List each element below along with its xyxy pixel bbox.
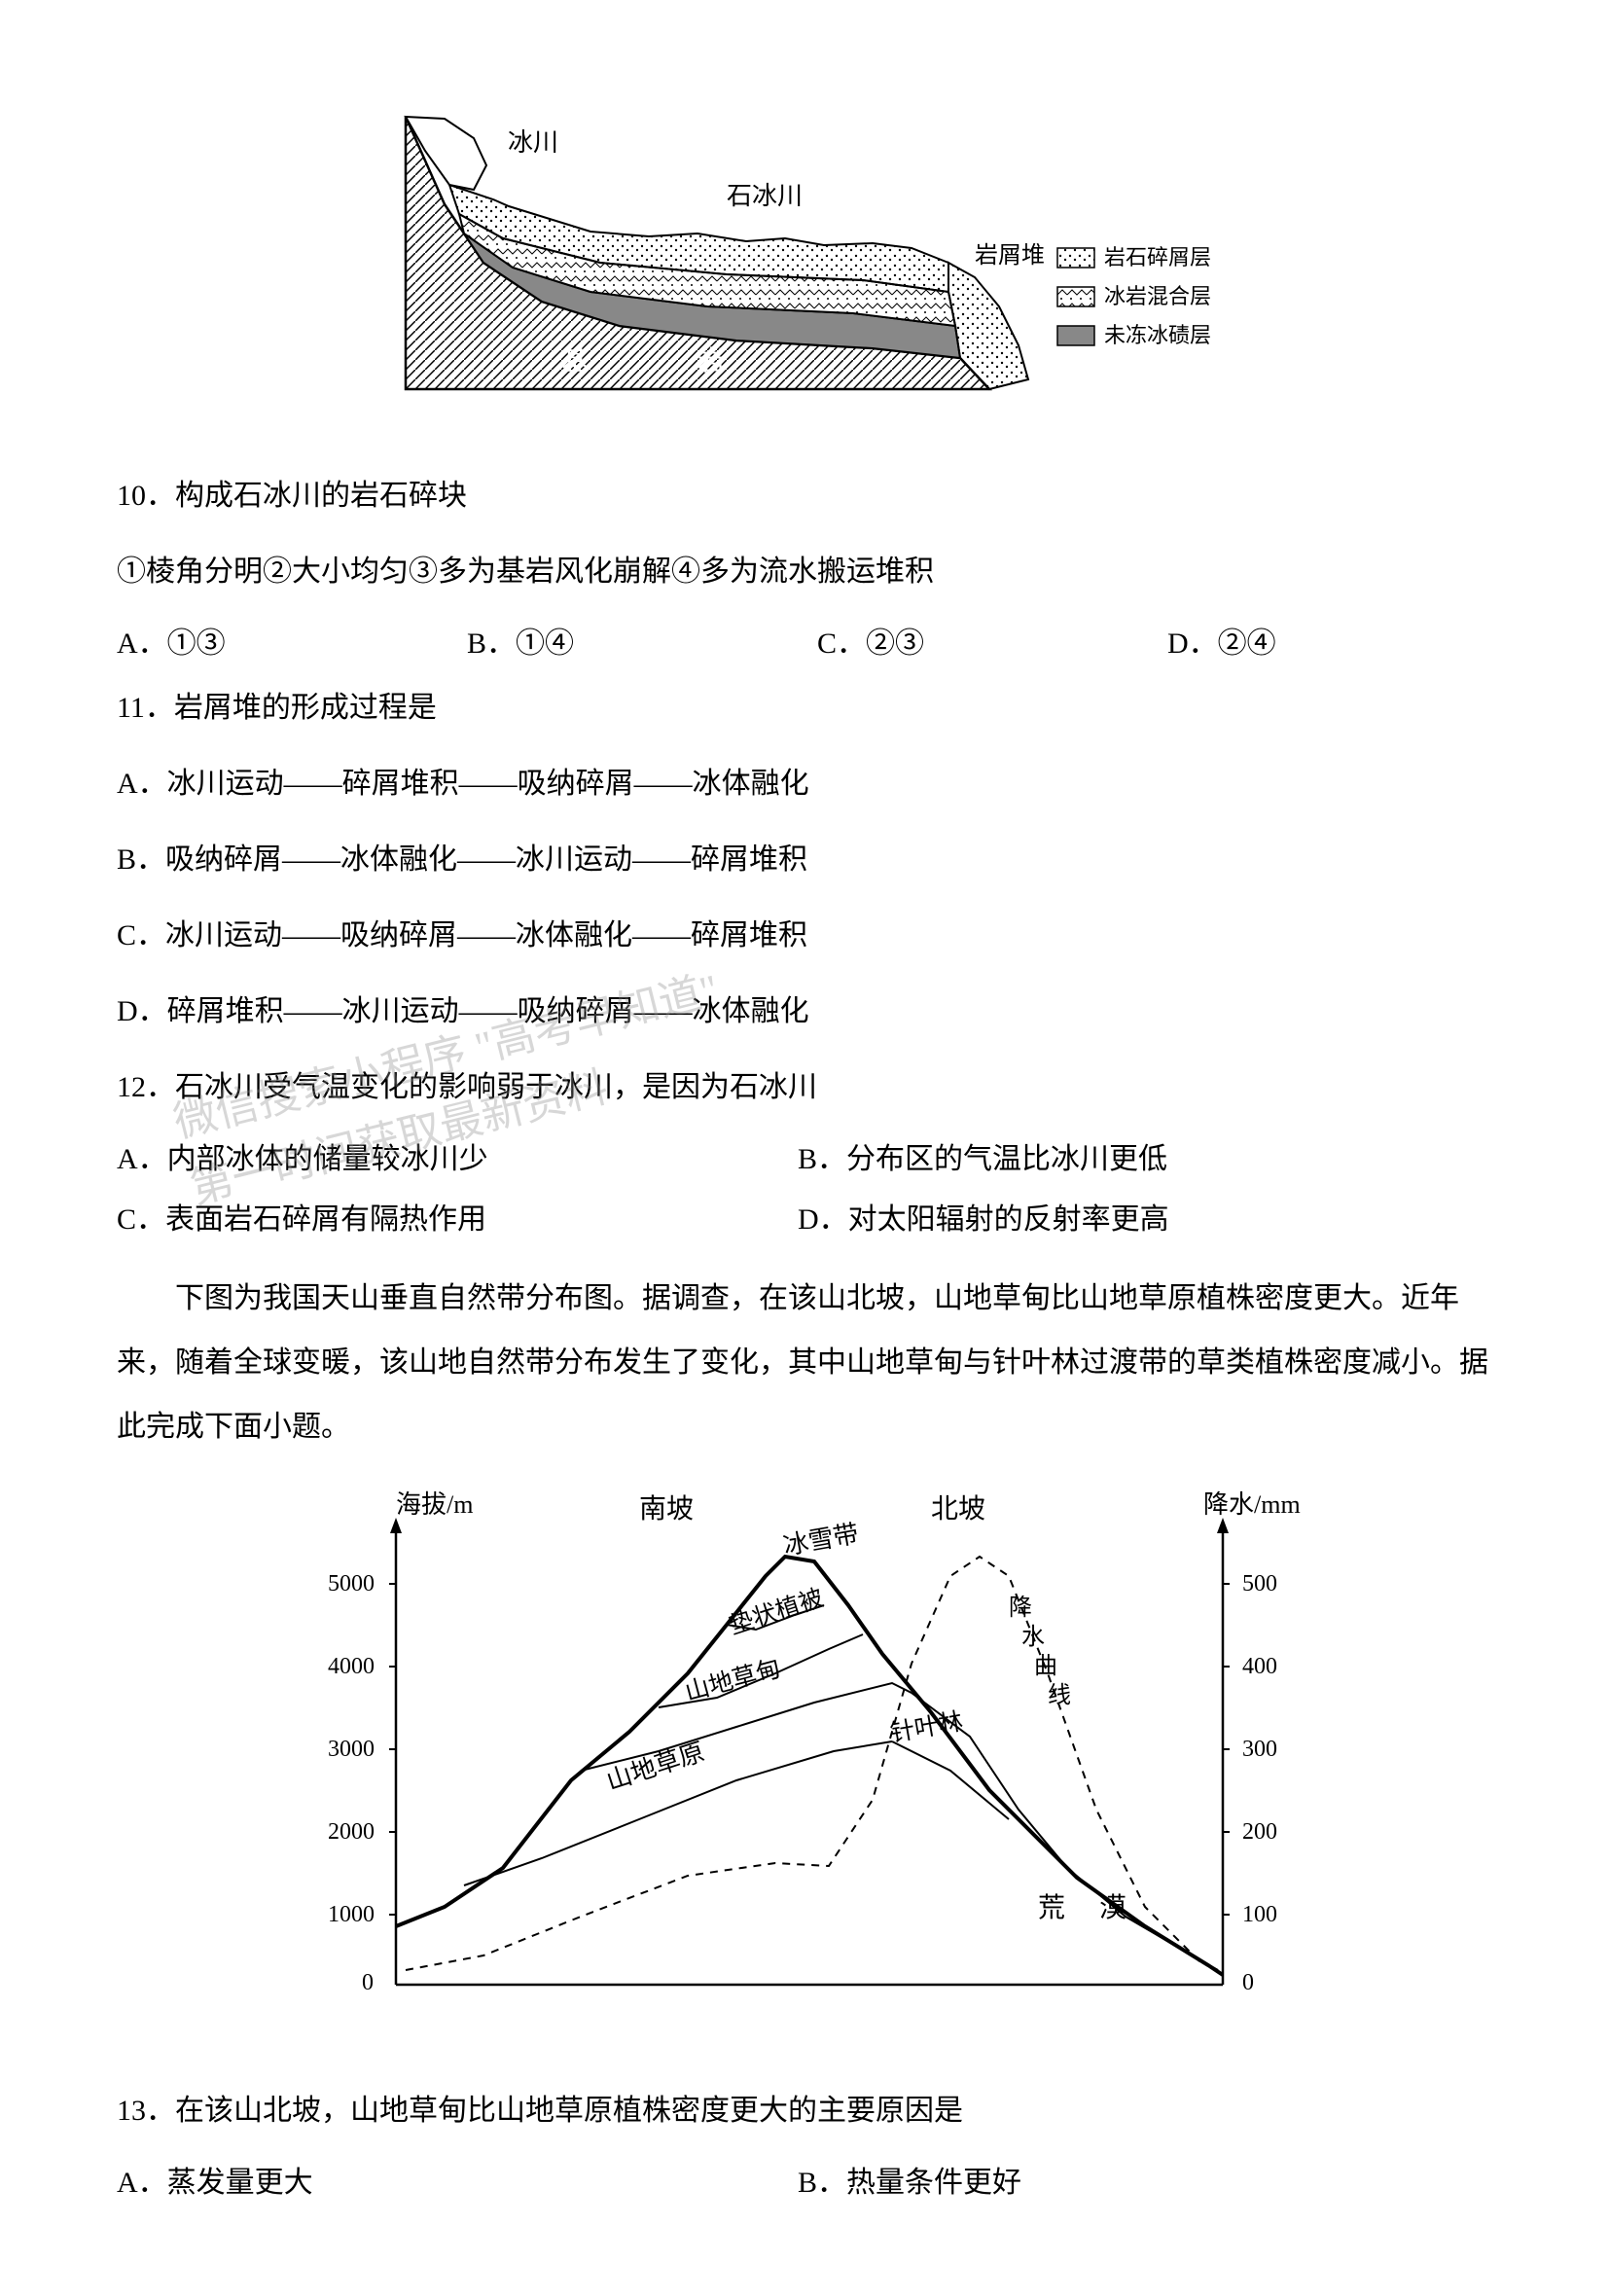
q12-opt-b: B．分布区的气温比冰川更低 [798, 1134, 1479, 1177]
svg-text:300: 300 [1242, 1737, 1277, 1762]
q12-opt-d: D．对太阳辐射的反射率更高 [798, 1195, 1479, 1238]
svg-text:200: 200 [1242, 1819, 1277, 1845]
svg-text:0: 0 [362, 1970, 374, 1995]
fig2-zone-snow: 冰雪带 [781, 1520, 861, 1561]
fig2-zone-desert: 荒 漠 [1038, 1892, 1140, 1923]
svg-text:3000: 3000 [328, 1737, 375, 1762]
figure-1-rock-glacier: 冰川 石冰川 岩屑堆 基 岩 岩石碎屑层 冰岩混合层 未冻冰碛层 [367, 97, 1242, 428]
q11-opt-d: D．碎屑堆积——冰川运动——吸纳碎屑——冰体融化 [117, 983, 1492, 1041]
q12-stem: 12．石冰川受气温变化的影响弱于冰川，是因为石冰川 [117, 1058, 1492, 1117]
svg-text:2000: 2000 [328, 1819, 375, 1845]
q13-row1: A．蒸发量更大 B．热量条件更好 [117, 2158, 1492, 2201]
figure-2-container: 海拔/m 降水/mm 5000 4000 3000 2000 1000 0 50… [117, 1479, 1492, 2043]
intro-text-2: 下图为我国天山垂直自然带分布图。据调查，在该山北坡，山地草甸比山地草原植株密度更… [117, 1267, 1492, 1459]
fig1-talus-label: 岩屑堆 [975, 242, 1045, 269]
fig2-left-ticks: 5000 4000 3000 2000 1000 0 [328, 1571, 396, 1995]
q10-opt-b: B．①④ [467, 619, 817, 662]
q11-opt-b: B．吸纳碎屑——冰体融化——冰川运动——碎屑堆积 [117, 831, 1492, 889]
fig2-zone-cushion: 垫状植被 [726, 1584, 827, 1640]
q11-opt-c: C．冰川运动——吸纳碎屑——冰体融化——碎屑堆积 [117, 907, 1492, 965]
q10-opt-d: D．②④ [1167, 619, 1459, 662]
fig2-north-slope: 北坡 [931, 1493, 985, 1525]
figure-1-container: 冰川 石冰川 岩屑堆 基 岩 岩石碎屑层 冰岩混合层 未冻冰碛层 [117, 97, 1492, 428]
q10-opt-c: C．②③ [817, 619, 1167, 662]
figure-2-tianshan: 海拔/m 降水/mm 5000 4000 3000 2000 1000 0 50… [269, 1479, 1340, 2043]
q10-sub: ①棱角分明②大小均匀③多为基岩风化崩解④多为流水搬运堆积 [117, 543, 1492, 601]
fig1-rock-glacier-label: 石冰川 [727, 182, 803, 210]
figure-2-svg: 海拔/m 降水/mm 5000 4000 3000 2000 1000 0 50… [269, 1479, 1340, 2043]
q13-opt-a: A．蒸发量更大 [117, 2158, 798, 2201]
fig1-bedrock-left: 基 [561, 345, 589, 377]
q13-opt-b: B．热量条件更好 [798, 2158, 1479, 2201]
q12-row2: C．表面岩石碎屑有隔热作用 D．对太阳辐射的反射率更高 [117, 1195, 1492, 1238]
fig1-glacier-label: 冰川 [508, 128, 558, 157]
q10-stem: 10．构成石冰川的岩石碎块 [117, 467, 1492, 525]
fig2-zone-steppe: 山地草原 [603, 1738, 708, 1796]
fig1-legend-mixed: 冰岩混合层 [1104, 284, 1211, 308]
fig2-right-ticks: 500 400 300 200 100 0 [1223, 1571, 1277, 1995]
q10-options: A．①③ B．①④ C．②③ D．②④ [117, 619, 1492, 662]
fig1-bedrock-right: 岩 [697, 345, 725, 377]
svg-text:100: 100 [1242, 1902, 1277, 1927]
svg-text:500: 500 [1242, 1571, 1277, 1596]
fig1-legend-debris: 岩石碎屑层 [1104, 245, 1211, 269]
svg-text:400: 400 [1242, 1654, 1277, 1679]
q11-opt-a: A．冰川运动——碎屑堆积——吸纳碎屑——冰体融化 [117, 755, 1492, 813]
svg-text:5000: 5000 [328, 1571, 375, 1596]
q12-opt-a: A．内部冰体的储量较冰川少 [117, 1134, 798, 1177]
svg-text:0: 0 [1242, 1970, 1254, 1995]
q12-opt-c: C．表面岩石碎屑有隔热作用 [117, 1195, 798, 1238]
q11-stem: 11．岩屑堆的形成过程是 [117, 679, 1492, 737]
svg-text:1000: 1000 [328, 1902, 375, 1927]
fig2-yright-label: 降水/mm [1203, 1490, 1301, 1519]
q10-opt-a: A．①③ [117, 619, 467, 662]
fig2-yleft-label: 海拔/m [396, 1490, 473, 1519]
q12-row1: A．内部冰体的储量较冰川少 B．分布区的气温比冰川更低 [117, 1134, 1492, 1177]
fig1-legend-till: 未冻冰碛层 [1104, 323, 1211, 347]
figure-1-svg: 冰川 石冰川 岩屑堆 基 岩 岩石碎屑层 冰岩混合层 未冻冰碛层 [367, 97, 1242, 428]
q13-stem: 13．在该山北坡，山地草甸比山地草原植株密度更大的主要原因是 [117, 2082, 1492, 2140]
svg-text:4000: 4000 [328, 1654, 375, 1679]
fig2-south-slope: 南坡 [639, 1493, 694, 1525]
